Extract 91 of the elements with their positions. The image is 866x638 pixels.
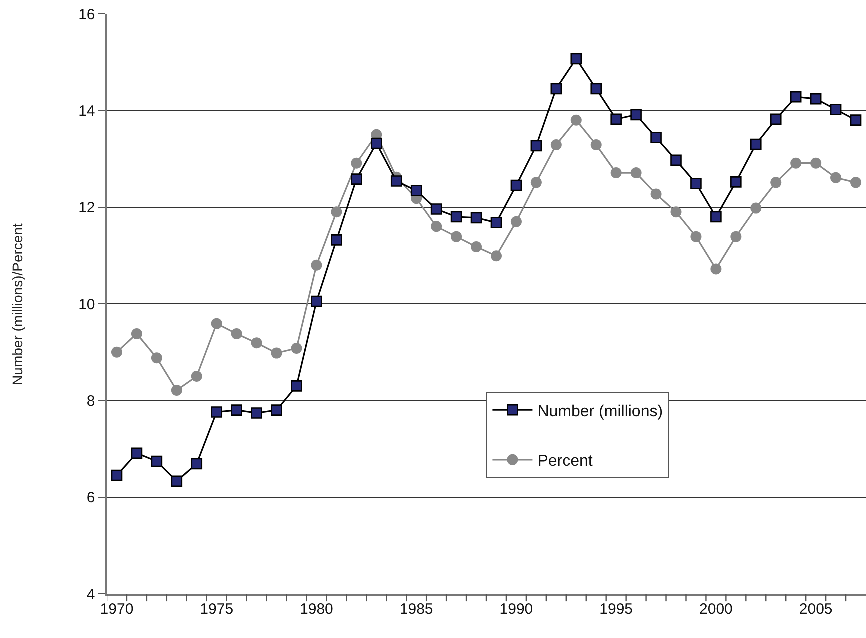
legend-label: Number (millions) [538,403,664,420]
point [790,91,802,103]
point [451,231,462,242]
point [770,114,782,126]
y-tick-label: 14 [78,102,96,120]
point [211,406,223,418]
point [351,174,362,185]
point [331,234,342,246]
point [810,93,822,105]
point [730,176,742,188]
point [810,158,822,169]
point [111,470,123,482]
point [610,114,622,126]
point [690,231,702,242]
point [131,448,143,459]
point [570,114,582,126]
point [490,217,502,228]
point [410,185,422,197]
x-tick-label: 1985 [400,600,434,618]
point [191,458,203,470]
point [151,456,163,468]
point [370,138,382,150]
point [610,168,622,179]
point [750,202,762,214]
point [111,346,122,358]
point [311,296,322,308]
y-tick-label: 6 [86,490,96,507]
point [231,328,242,340]
point [351,158,362,169]
point [750,138,762,150]
point [670,154,682,166]
point [510,216,522,228]
point [670,206,682,218]
point [710,264,722,275]
point [331,206,342,218]
point [630,109,642,121]
point [251,338,262,349]
x-tick-label: 1975 [200,600,234,618]
point [830,104,842,116]
point [131,328,142,340]
legend-label: Percent [538,453,594,470]
point [830,172,842,184]
point [191,371,202,382]
point [710,211,722,223]
point [470,212,482,224]
point [770,177,782,188]
point [650,188,662,200]
point [510,180,522,192]
point [490,250,502,262]
point [231,404,242,416]
x-tick-label: 1980 [300,600,334,618]
y-axis-title: Number (millions)/Percent [9,224,26,386]
point [550,139,562,150]
point [590,83,602,95]
point [390,176,402,187]
point [291,342,302,354]
point [570,53,582,65]
point [630,168,642,179]
point [850,177,862,188]
point [311,260,322,271]
point [211,318,222,330]
point [471,241,482,252]
point [790,158,802,169]
point [650,132,662,144]
x-tick-label: 1990 [500,600,534,618]
point [730,231,742,242]
x-tick-label: 1995 [600,600,634,618]
y-tick-label: 4 [86,586,96,604]
point [530,140,542,152]
point [171,385,182,396]
point [251,408,262,419]
point [271,348,282,359]
point [151,352,162,364]
point [430,204,442,215]
point [550,83,562,95]
point [850,114,862,126]
y-tick-label: 16 [78,6,96,24]
point [530,177,542,188]
y-tick-label: 12 [78,200,96,217]
y-tick-label: 8 [86,392,96,410]
point [590,139,602,150]
point [690,178,702,190]
point [291,380,302,392]
y-tick-label: 10 [78,296,96,314]
point [271,404,282,416]
x-tick-label: 2005 [799,600,833,618]
point [171,476,183,488]
point [450,211,462,223]
x-tick-label: 1970 [100,600,134,618]
point [431,221,442,232]
x-tick-label: 2000 [700,600,733,618]
